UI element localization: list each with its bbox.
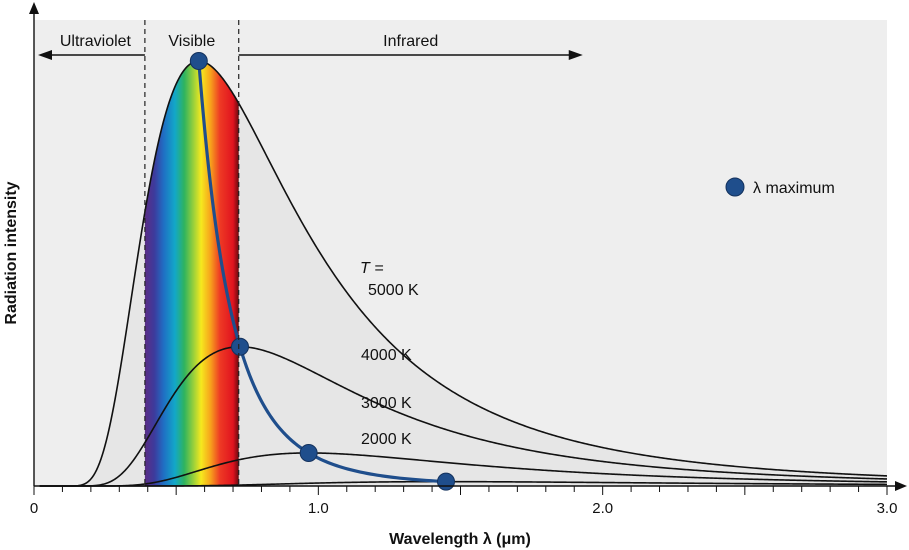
- ir-arrow-head: [568, 50, 583, 60]
- legend-marker-icon: [725, 177, 745, 197]
- peak-marker-2000k: [436, 472, 455, 491]
- x-major-ticks: 0 1.0 2.0 3.0: [30, 500, 898, 517]
- lambda-max-curve: [197, 60, 447, 484]
- axes: 0 1.0 2.0 3.0: [29, 2, 907, 517]
- legend: λ maximum: [725, 177, 835, 197]
- curve-label-2000k: 2000 K: [361, 431, 412, 448]
- ir-arrow: [238, 50, 583, 60]
- curve-label-5000k: 5000 K: [368, 282, 419, 299]
- curve-3000k: [39, 452, 888, 487]
- x-minor-ticks: [33, 486, 888, 495]
- peak-marker-4000k: [230, 337, 249, 356]
- uv-arrow-head: [38, 50, 52, 60]
- peak-marker-3000k: [299, 443, 318, 462]
- region-label-infrared: Infrared: [383, 33, 438, 50]
- curve-label-3000k: 3000 K: [361, 395, 412, 412]
- region-label-visible: Visible: [168, 33, 215, 50]
- uv-arrow: [38, 50, 145, 60]
- curve-label-4000k: 4000 K: [361, 347, 412, 364]
- x-tick-label: 1.0: [308, 500, 329, 517]
- x-tick-label: 3.0: [877, 500, 898, 517]
- x-axis-arrow-icon: [895, 481, 907, 491]
- x-axis-title: Wavelength λ (μm): [389, 531, 531, 548]
- y-axis-title: Radiation intensity: [3, 181, 20, 324]
- temperature-prefix: T =: [360, 260, 384, 277]
- peak-marker-5000k: [189, 52, 208, 70]
- x-tick-label: 2.0: [592, 500, 613, 517]
- curve-4000k: [39, 345, 888, 487]
- legend-label: λ maximum: [753, 180, 835, 197]
- x-tick-label: 0: [30, 500, 38, 517]
- curve-5000k: [39, 60, 888, 487]
- region-label-ultraviolet: Ultraviolet: [60, 33, 132, 50]
- y-axis-arrow-icon: [29, 2, 39, 14]
